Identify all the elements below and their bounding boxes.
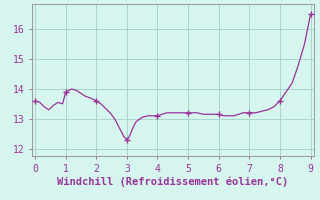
X-axis label: Windchill (Refroidissement éolien,°C): Windchill (Refroidissement éolien,°C) [57,176,288,187]
